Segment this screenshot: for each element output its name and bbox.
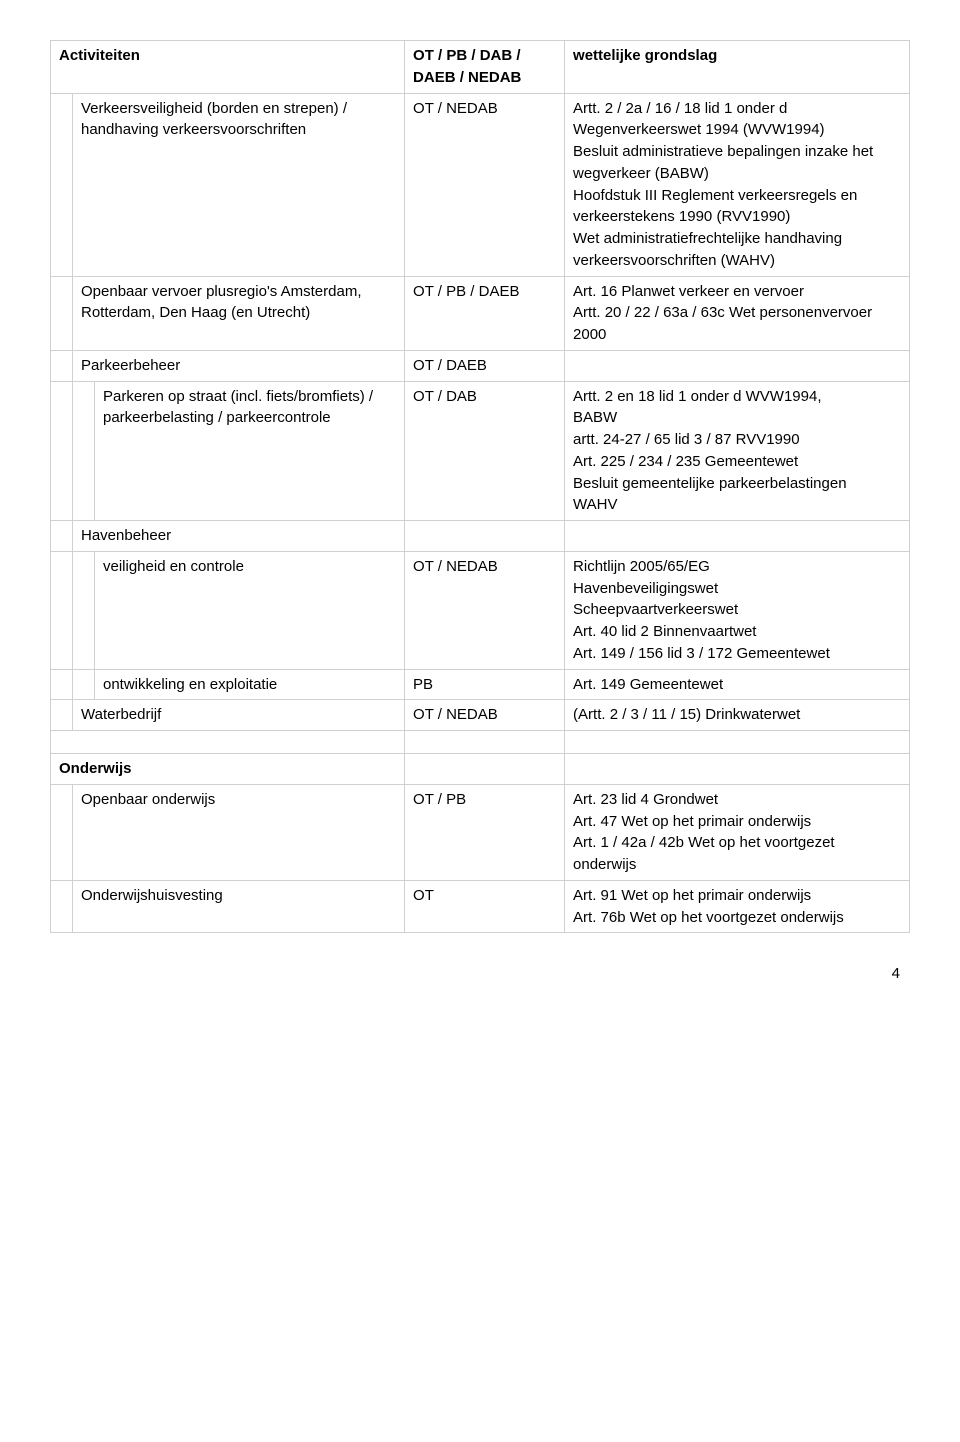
cell-wet: Richtlijn 2005/65/EGHavenbeveiligingswet… bbox=[565, 551, 910, 669]
row-onderwijshuisvesting: Onderwijshuisvesting OT Art. 91 Wet op h… bbox=[51, 880, 910, 933]
row-ontwikkeling: ontwikkeling en exploitatie PB Art. 149 … bbox=[51, 669, 910, 700]
cell-label: Havenbeheer bbox=[73, 521, 405, 552]
cell-code: OT / DAEB bbox=[405, 350, 565, 381]
cell-wet: Art. 23 lid 4 GrondwetArt. 47 Wet op het… bbox=[565, 784, 910, 880]
cell-label: Verkeersveiligheid (borden en strepen) /… bbox=[73, 93, 405, 276]
cell-code: OT / PB / DAEB bbox=[405, 276, 565, 350]
cell-code: OT / PB bbox=[405, 784, 565, 880]
cell-label: Parkeren op straat (incl. fiets/bromfiet… bbox=[95, 381, 405, 521]
cell-code: PB bbox=[405, 669, 565, 700]
cell-wet: Art. 91 Wet op het primair onderwijsArt.… bbox=[565, 880, 910, 933]
page-number: 4 bbox=[50, 963, 910, 985]
cell-label: Openbaar onderwijs bbox=[73, 784, 405, 880]
header-codes: OT / PB / DAB / DAEB / NEDAB bbox=[405, 41, 565, 94]
cell-wet: Art. 149 Gemeentewet bbox=[565, 669, 910, 700]
header-row: Activiteiten OT / PB / DAB / DAEB / NEDA… bbox=[51, 41, 910, 94]
row-parkeren-straat: Parkeren op straat (incl. fiets/bromfiet… bbox=[51, 381, 910, 521]
row-openbaar-onderwijs: Openbaar onderwijs OT / PB Art. 23 lid 4… bbox=[51, 784, 910, 880]
cell-wet: Art. 16 Planwet verkeer en vervoerArtt. … bbox=[565, 276, 910, 350]
cell-label: Parkeerbeheer bbox=[73, 350, 405, 381]
row-verkeersveiligheid: Verkeersveiligheid (borden en strepen) /… bbox=[51, 93, 910, 276]
cell-label: Waterbedrijf bbox=[73, 700, 405, 731]
cell-code: OT / DAB bbox=[405, 381, 565, 521]
cell-code: OT / NEDAB bbox=[405, 93, 565, 276]
document-table: Activiteiten OT / PB / DAB / DAEB / NEDA… bbox=[50, 40, 910, 933]
cell-wet: Artt. 2 / 2a / 16 / 18 lid 1 onder d Weg… bbox=[565, 93, 910, 276]
cell-wet: (Artt. 2 / 3 / 11 / 15) Drinkwaterwet bbox=[565, 700, 910, 731]
row-parkeerbeheer: Parkeerbeheer OT / DAEB bbox=[51, 350, 910, 381]
row-spacer bbox=[51, 731, 910, 754]
cell-wet: Artt. 2 en 18 lid 1 onder d WVW1994,BABW… bbox=[565, 381, 910, 521]
row-veiligheid: veiligheid en controle OT / NEDAB Richtl… bbox=[51, 551, 910, 669]
cell-label: Openbaar vervoer plusregio's Amsterdam, … bbox=[73, 276, 405, 350]
cell-label: Onderwijs bbox=[51, 754, 405, 785]
cell-code: OT / NEDAB bbox=[405, 551, 565, 669]
row-waterbedrijf: Waterbedrijf OT / NEDAB (Artt. 2 / 3 / 1… bbox=[51, 700, 910, 731]
cell-code: OT bbox=[405, 880, 565, 933]
row-ov: Openbaar vervoer plusregio's Amsterdam, … bbox=[51, 276, 910, 350]
header-grondslag: wettelijke grondslag bbox=[565, 41, 910, 94]
row-havenbeheer: Havenbeheer bbox=[51, 521, 910, 552]
cell-label: veiligheid en controle bbox=[95, 551, 405, 669]
row-onderwijs-header: Onderwijs bbox=[51, 754, 910, 785]
header-activiteiten: Activiteiten bbox=[51, 41, 405, 94]
cell-label: ontwikkeling en exploitatie bbox=[95, 669, 405, 700]
cell-code: OT / NEDAB bbox=[405, 700, 565, 731]
cell-label: Onderwijshuisvesting bbox=[73, 880, 405, 933]
